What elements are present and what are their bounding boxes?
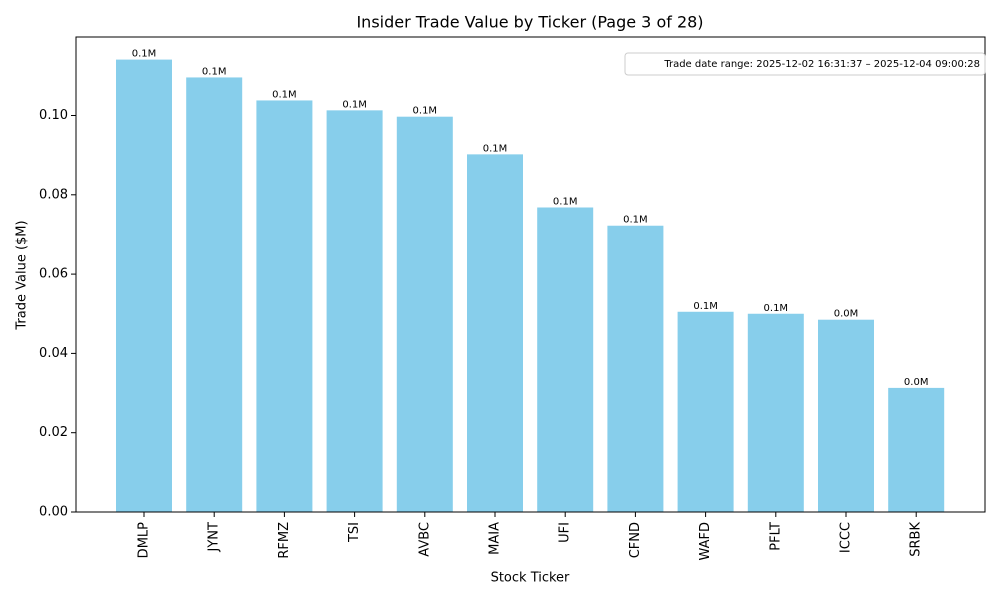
x-tick-label: WAFD (698, 522, 713, 561)
x-tick-label: TSI (347, 522, 362, 543)
bar (256, 100, 313, 513)
value-label: 0.1M (623, 215, 648, 226)
x-tick-label: AVBC (417, 522, 432, 557)
bar (747, 313, 804, 512)
chart-title: Insider Trade Value by Ticker (Page 3 of… (356, 13, 703, 32)
bar (677, 311, 734, 512)
y-tick-label: 0.08 (39, 187, 68, 202)
bar (818, 319, 874, 512)
value-label: 0.1M (764, 303, 789, 314)
annotation: Trade date range: 2025-12-02 16:31:37 – … (663, 59, 980, 70)
y-axis-label: Trade Value ($M) (15, 220, 30, 330)
bar (116, 59, 172, 513)
value-label: 0.0M (904, 377, 929, 388)
x-tick-label: PFLT (768, 522, 783, 551)
annotation-box (624, 52, 986, 76)
x-tick-label: RFMZ (277, 522, 292, 559)
bar (186, 77, 243, 512)
x-tick-label: CFND (628, 522, 643, 558)
bar (396, 116, 453, 513)
x-tick-label: DMLP (137, 522, 152, 558)
value-label: 0.1M (272, 89, 297, 100)
x-tick-label: ICCC (839, 522, 854, 553)
bar (467, 154, 523, 512)
bar (888, 387, 945, 512)
bar (326, 110, 383, 513)
y-tick-label: 0.00 (39, 505, 68, 520)
y-tick-label: 0.04 (39, 346, 68, 361)
axes-frame (75, 36, 986, 513)
value-label: 0.1M (693, 301, 718, 312)
x-tick-label: JYNT (207, 522, 222, 552)
x-tick-label: UFI (558, 522, 573, 543)
bar (607, 225, 664, 513)
value-label: 0.1M (342, 99, 367, 110)
bar (537, 207, 594, 512)
x-axis-label: Stock Ticker (491, 571, 570, 586)
y-tick-label: 0.06 (39, 267, 68, 282)
y-tick-label: 0.10 (39, 108, 68, 123)
y-tick-label: 0.02 (39, 425, 68, 440)
value-label: 0.1M (202, 66, 227, 77)
value-label: 0.1M (483, 143, 508, 154)
value-label: 0.1M (553, 196, 578, 207)
value-label: 0.1M (132, 49, 157, 60)
x-tick-label: MAIA (488, 522, 503, 555)
value-label: 0.1M (413, 106, 438, 117)
x-tick-label: SRBK (909, 522, 924, 557)
value-label: 0.0M (834, 309, 859, 320)
